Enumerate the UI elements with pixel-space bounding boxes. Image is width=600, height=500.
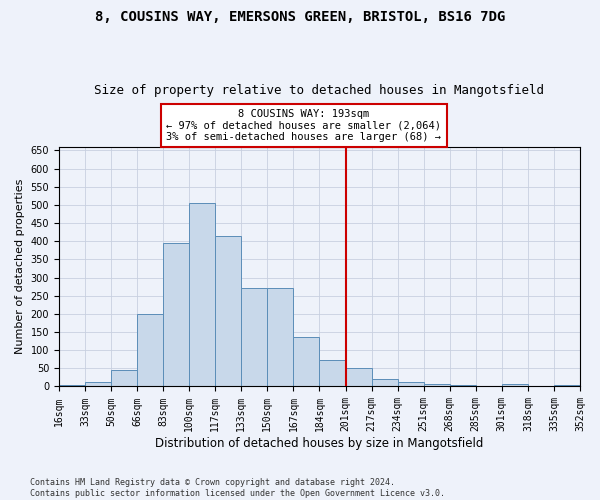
Y-axis label: Number of detached properties: Number of detached properties	[15, 179, 25, 354]
Title: Size of property relative to detached houses in Mangotsfield: Size of property relative to detached ho…	[94, 84, 544, 97]
X-axis label: Distribution of detached houses by size in Mangotsfield: Distribution of detached houses by size …	[155, 437, 484, 450]
Bar	[111, 370, 137, 386]
Bar	[241, 288, 268, 386]
Bar	[319, 360, 346, 386]
Text: 8 COUSINS WAY: 193sqm
← 97% of detached houses are smaller (2,064)
3% of semi-de: 8 COUSINS WAY: 193sqm ← 97% of detached …	[166, 109, 442, 142]
Bar	[450, 384, 476, 386]
Bar	[293, 336, 319, 386]
Bar	[137, 314, 163, 386]
Bar	[189, 203, 215, 386]
Bar	[215, 236, 241, 386]
Bar	[59, 384, 85, 386]
Bar	[398, 382, 424, 386]
Bar	[85, 382, 111, 386]
Text: Contains HM Land Registry data © Crown copyright and database right 2024.
Contai: Contains HM Land Registry data © Crown c…	[30, 478, 445, 498]
Bar	[424, 384, 450, 386]
Bar	[502, 384, 528, 386]
Bar	[346, 368, 371, 386]
Bar	[268, 288, 293, 386]
Bar	[163, 243, 189, 386]
Text: 8, COUSINS WAY, EMERSONS GREEN, BRISTOL, BS16 7DG: 8, COUSINS WAY, EMERSONS GREEN, BRISTOL,…	[95, 10, 505, 24]
Bar	[371, 379, 398, 386]
